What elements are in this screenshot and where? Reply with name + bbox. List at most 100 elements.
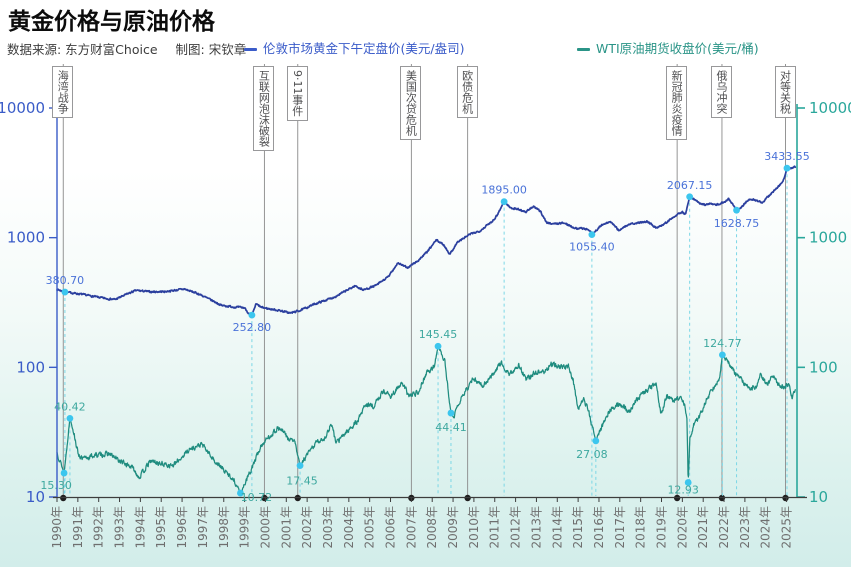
x-axis-year-label: 2001年 xyxy=(279,506,293,549)
x-axis-year-label: 1995年 xyxy=(154,506,168,549)
x-axis-year-label: 2017年 xyxy=(613,506,627,549)
x-axis-year-label: 2018年 xyxy=(634,506,648,549)
data-point-marker xyxy=(237,489,244,497)
x-axis-year-label: 1999年 xyxy=(238,506,252,549)
left-axis-tick-label: 1000 xyxy=(7,229,45,247)
data-point-label: 252.80 xyxy=(233,321,272,334)
x-axis-year-label: 2004年 xyxy=(342,506,356,549)
data-point-label: 1055.40 xyxy=(569,241,615,254)
data-point-label: 124.77 xyxy=(703,337,742,350)
event-label-box: 海湾战争 xyxy=(52,66,74,118)
data-point-marker xyxy=(733,206,740,214)
data-point-marker xyxy=(783,164,791,172)
x-axis-year-label: 2013年 xyxy=(529,506,543,549)
data-point-label: 10.72 xyxy=(241,491,273,504)
y-axis-right: 10000 1000 100 10 xyxy=(796,99,851,506)
x-axis-year-label: 2003年 xyxy=(321,506,335,549)
data-point-label: 17.45 xyxy=(286,475,318,488)
data-point-marker xyxy=(718,351,726,359)
data-point-label: 145.45 xyxy=(419,328,458,341)
gold-legend-label: 伦敦市场黄金下午定盘价(美元/盎司) xyxy=(263,41,465,56)
data-point-marker xyxy=(61,288,69,296)
event-label-box: 俄乌冲突 xyxy=(710,66,732,118)
x-axis-year-label: 2022年 xyxy=(717,506,731,549)
event-label-box: 新冠肺炎疫情 xyxy=(666,66,688,140)
point-labels: 380.70 252.80 1895.00 1055.40 2067.15 1628.75… xyxy=(40,150,809,504)
event-label-box: 对等关税 xyxy=(774,66,796,118)
oil-legend-label: WTI原油期货收盘价(美元/桶) xyxy=(596,41,759,56)
data-point-marker xyxy=(296,462,304,470)
data-point-marker xyxy=(686,193,694,201)
source-text: 数据来源: 东方财富Choice xyxy=(7,42,158,57)
data-point-marker xyxy=(60,469,68,477)
author-text: 制图: 宋钦章 xyxy=(175,42,247,57)
x-axis-year-label: 2014年 xyxy=(550,506,564,549)
data-point-marker xyxy=(434,342,442,350)
x-axis-year-label: 2024年 xyxy=(759,506,773,549)
data-point-marker xyxy=(248,311,256,319)
event-label-box: 互联网泡沫破裂 xyxy=(253,66,275,151)
data-point-marker xyxy=(592,437,600,445)
legend-item-oil: WTI原油期货收盘价(美元/桶) xyxy=(577,38,759,57)
x-axis-year-label: 2016年 xyxy=(592,506,606,549)
x-axis-year-label: 2019年 xyxy=(655,506,669,549)
oil-legend-swatch xyxy=(577,48,590,51)
left-axis-tick-label: 100 xyxy=(16,358,45,376)
data-point-label: 1895.00 xyxy=(481,184,527,197)
oil-price-line xyxy=(56,345,796,494)
x-axis-year-label: 2023年 xyxy=(738,506,752,549)
x-axis-year-label: 2025年 xyxy=(780,506,794,549)
x-axis-year-label: 1996年 xyxy=(175,506,189,549)
x-axis: 1990年 1991年 1992年 1993年 1994年 1995年 1996年 1997年… xyxy=(50,496,807,549)
x-axis-year-label: 1998年 xyxy=(217,506,231,549)
x-axis-year-label: 2002年 xyxy=(300,506,314,549)
x-axis-year-label: 2010年 xyxy=(467,506,481,549)
right-axis-tick-label: 10 xyxy=(809,488,828,506)
x-axis-year-label: 1993年 xyxy=(113,506,127,549)
chart-title: 黄金价格与原油价格 xyxy=(8,9,215,35)
x-axis-year-label: 2007年 xyxy=(404,506,418,549)
data-point-label: 27.08 xyxy=(576,448,608,461)
x-axis-year-label: 2015年 xyxy=(571,506,585,549)
data-point-marker xyxy=(500,198,508,206)
x-axis-year-label: 2021年 xyxy=(696,506,710,549)
legend-item-gold: 伦敦市场黄金下午定盘价(美元/盎司) xyxy=(244,38,464,57)
x-axis-year-label: 2005年 xyxy=(363,506,377,549)
data-source-line: 数据来源: 东方财富Choice 制图: 宋钦章 xyxy=(7,39,246,58)
data-point-label: 1628.75 xyxy=(714,217,760,230)
data-point-marker xyxy=(684,479,692,486)
x-axis-year-label: 2020年 xyxy=(675,506,689,549)
data-point-label: 12.93 xyxy=(667,484,699,497)
x-axis-year-label: 1997年 xyxy=(196,506,210,549)
event-label-box: 9·11事件 xyxy=(286,66,308,121)
x-axis-year-label: 2012年 xyxy=(509,506,523,549)
data-point-label: 15.30 xyxy=(40,479,72,492)
x-axis-year-label: 2006年 xyxy=(384,506,398,549)
data-point-label: 44.41 xyxy=(435,421,467,434)
x-axis-year-label: 1994年 xyxy=(133,506,147,549)
oil-price-line xyxy=(56,345,796,494)
x-axis-year-label: 1992年 xyxy=(92,506,106,549)
data-point-marker xyxy=(588,231,596,239)
data-point-label: 2067.15 xyxy=(667,179,713,192)
y-axis-left: 10000 1000 100 10 xyxy=(0,99,58,506)
right-axis-tick-label: 10000 xyxy=(809,99,851,117)
gold-price-line xyxy=(56,165,797,316)
gold-price-line xyxy=(56,165,797,316)
data-point-label: 40.42 xyxy=(54,400,86,413)
gold-legend-swatch xyxy=(244,48,257,51)
x-axis-year-label: 2011年 xyxy=(488,506,502,549)
x-axis-year-label: 1991年 xyxy=(71,506,85,549)
right-axis-tick-label: 100 xyxy=(809,358,838,376)
data-point-marker xyxy=(66,414,74,422)
x-axis-year-label: 1990年 xyxy=(50,506,64,549)
event-label-box: 欧债危机 xyxy=(456,66,478,118)
left-axis-tick-label: 10000 xyxy=(0,99,45,117)
x-axis-year-label: 2009年 xyxy=(446,506,460,549)
point-markers xyxy=(60,164,791,497)
right-axis-tick-label: 1000 xyxy=(809,229,847,247)
data-point-label: 3433.55 xyxy=(764,150,810,163)
event-label-box: 美国次贷危机 xyxy=(400,66,422,140)
